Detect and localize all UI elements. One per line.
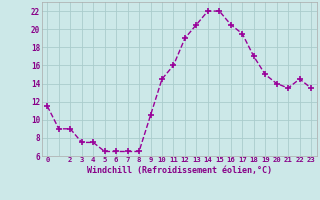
X-axis label: Windchill (Refroidissement éolien,°C): Windchill (Refroidissement éolien,°C) bbox=[87, 166, 272, 175]
